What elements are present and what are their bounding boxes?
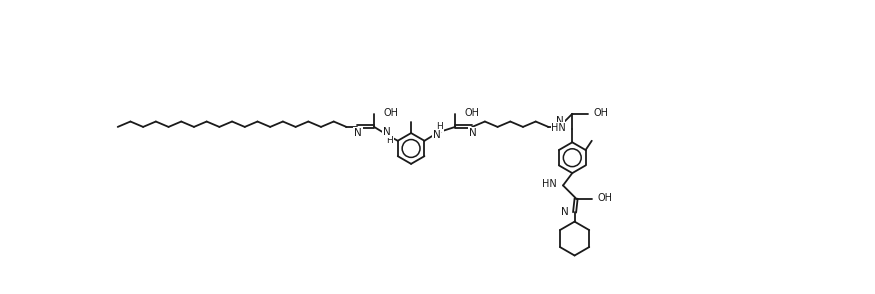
Text: HN: HN xyxy=(551,123,566,133)
Text: N: N xyxy=(354,128,362,138)
Text: OH: OH xyxy=(465,108,480,118)
Text: OH: OH xyxy=(594,108,609,118)
Text: OH: OH xyxy=(383,108,398,118)
Text: N: N xyxy=(556,116,564,126)
Text: H: H xyxy=(437,122,444,131)
Text: OH: OH xyxy=(598,193,612,203)
Text: N: N xyxy=(433,130,441,140)
Text: HN: HN xyxy=(542,179,556,189)
Text: H: H xyxy=(386,136,393,145)
Text: N: N xyxy=(382,127,390,137)
Text: N: N xyxy=(561,207,569,217)
Text: N: N xyxy=(469,128,477,138)
